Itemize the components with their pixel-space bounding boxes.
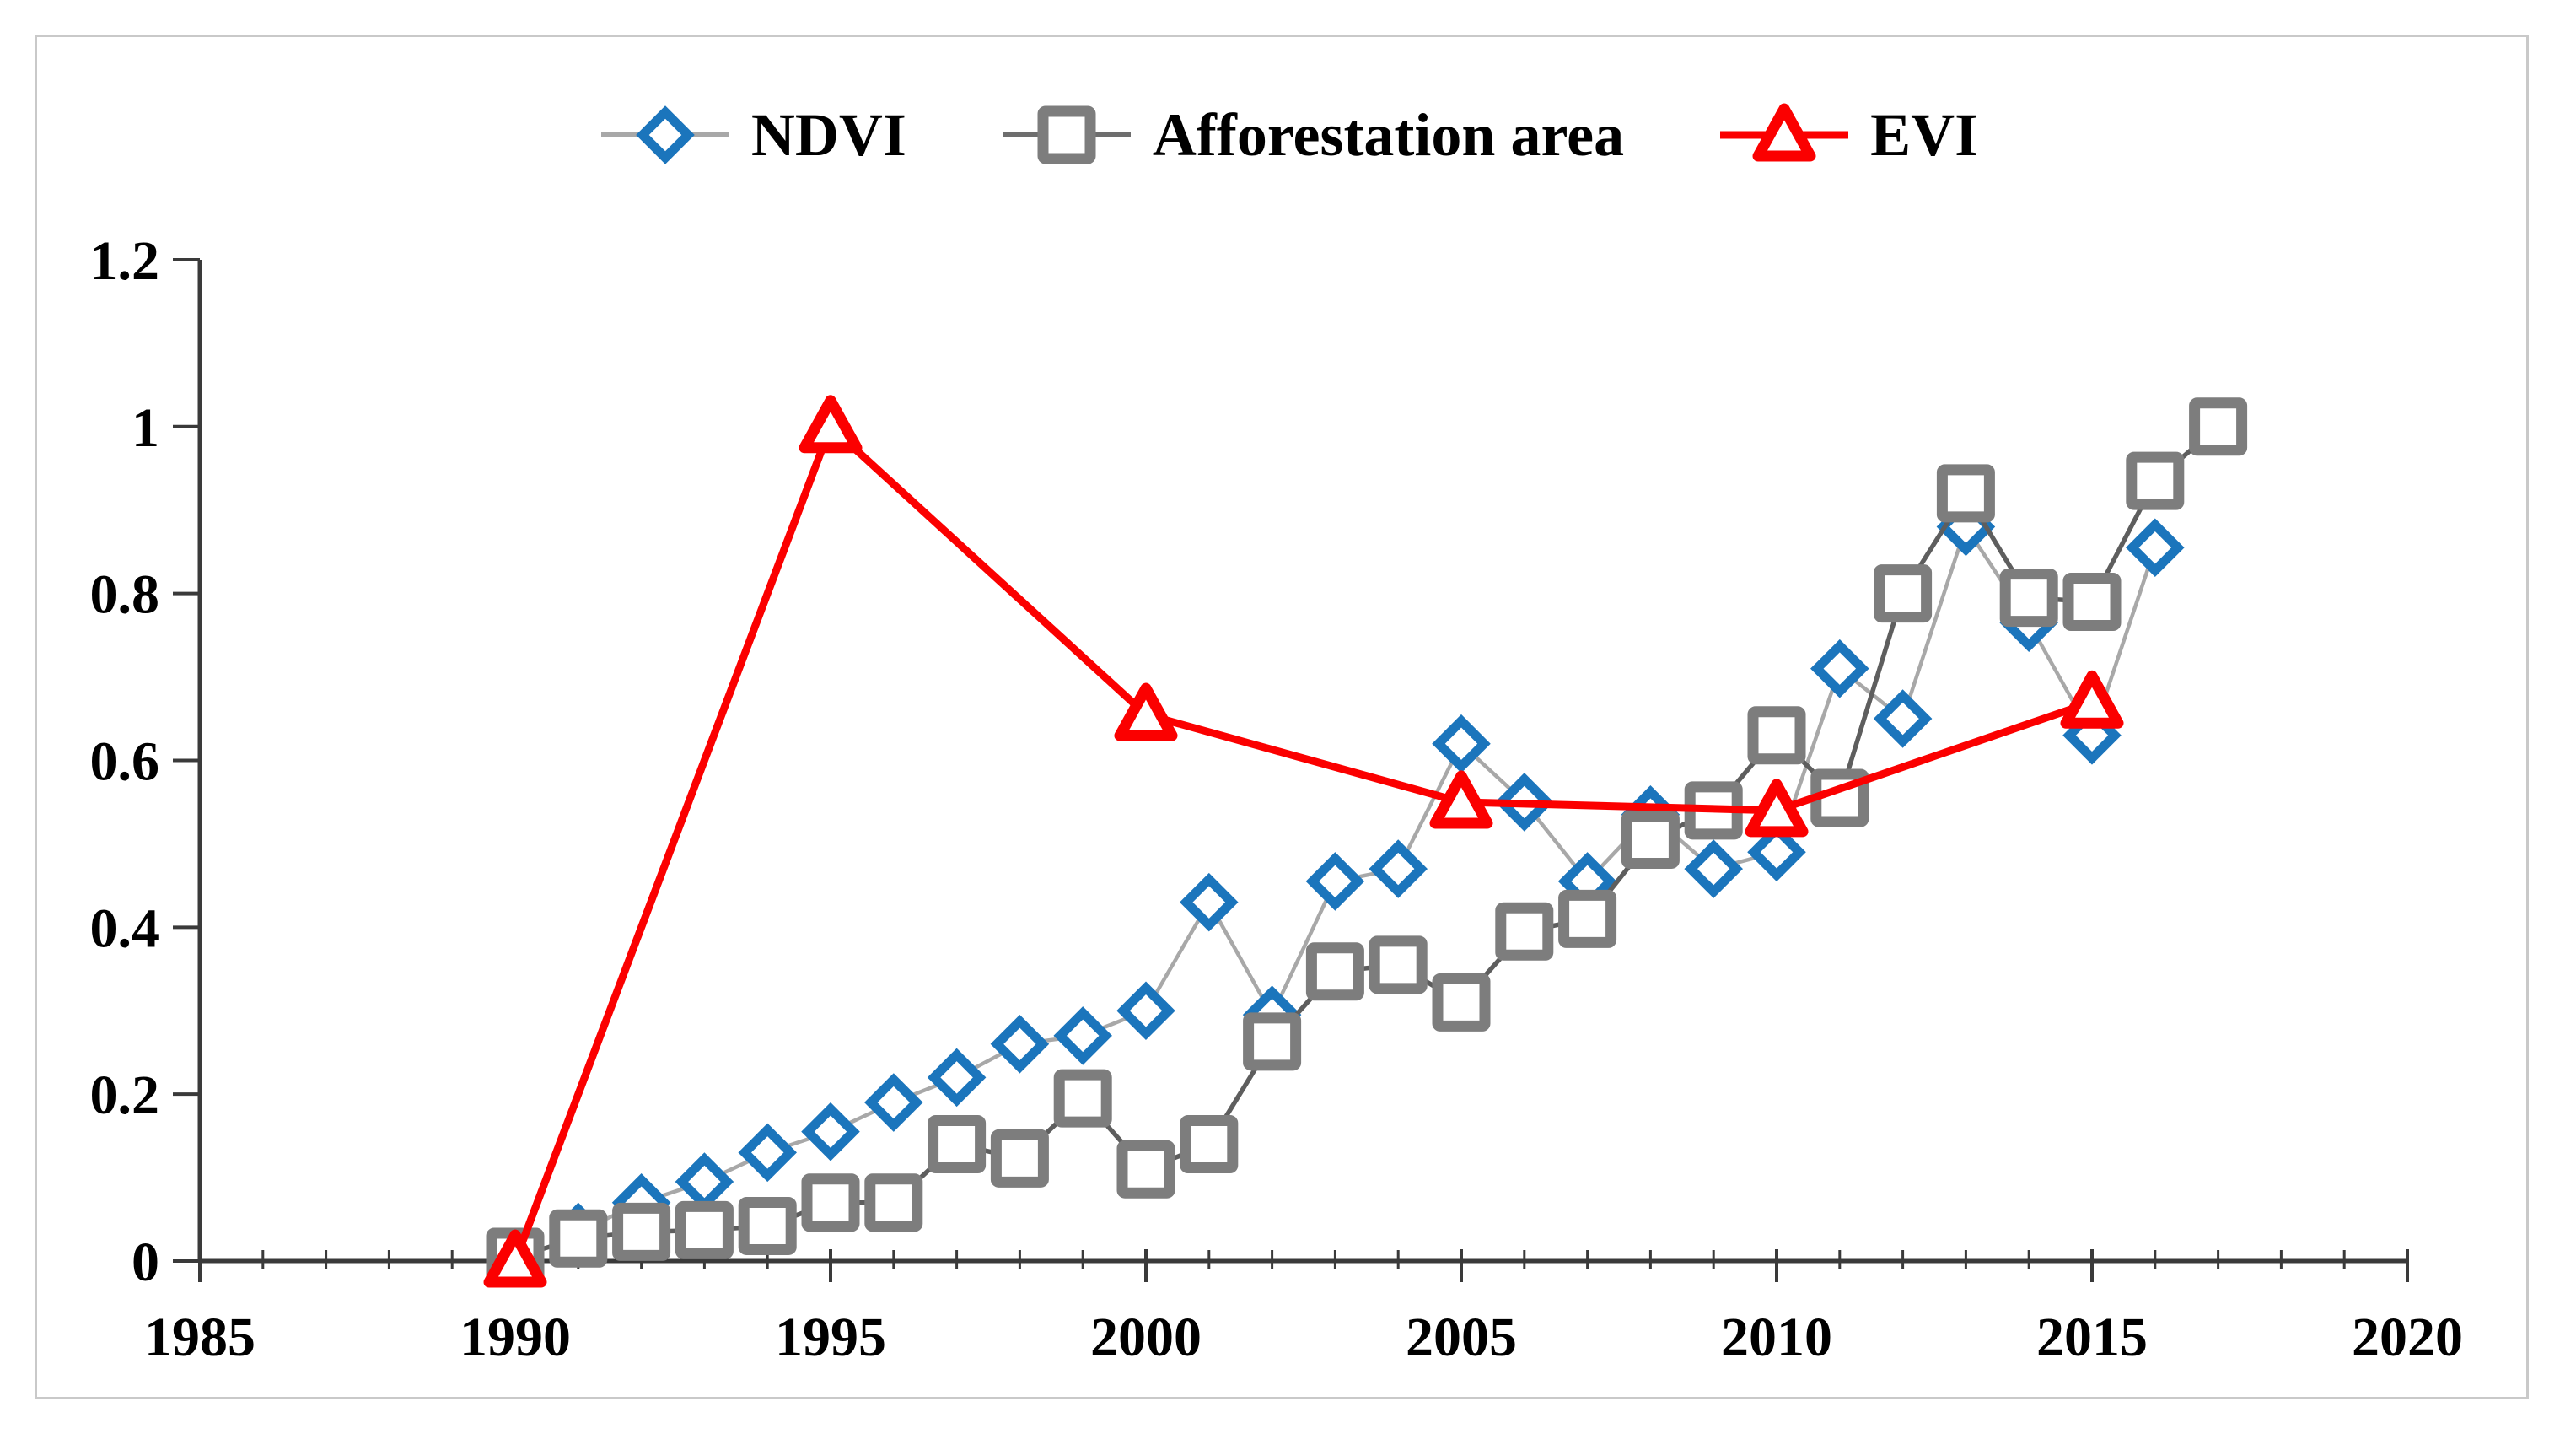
ndvi-marker xyxy=(1305,852,1365,911)
x-axis-tick-label: 1985 xyxy=(144,1307,255,1368)
y-axis-tick-label: 1 xyxy=(132,397,159,459)
afforestation-area-marker xyxy=(1621,810,1680,869)
ndvi-marker xyxy=(1116,981,1175,1041)
afforestation-area-marker xyxy=(1116,1140,1175,1199)
triangle-marker-icon xyxy=(1752,103,1816,162)
legend-item-ndvi: NDVI xyxy=(598,100,906,170)
afforestation-area-marker xyxy=(1180,1115,1239,1174)
x-axis-tick-label: 2010 xyxy=(1721,1307,1832,1368)
afforestation-square-icon xyxy=(1002,105,1131,164)
ndvi-marker xyxy=(675,1152,734,1211)
afforestation-area-marker xyxy=(1495,902,1554,961)
legend-label-ndvi: NDVI xyxy=(750,101,906,169)
x-axis-tick-label: 2020 xyxy=(2352,1307,2463,1368)
afforestation-area-marker xyxy=(1999,569,2058,628)
ndvi-marker xyxy=(864,1073,923,1132)
x-axis-tick-label: 1995 xyxy=(775,1307,886,1368)
afforestation-area-marker xyxy=(1243,1012,1302,1071)
afforestation-area-marker xyxy=(1874,564,1933,623)
afforestation-area-marker xyxy=(549,1209,608,1268)
ndvi-marker xyxy=(1810,639,1869,698)
ndvi-marker xyxy=(738,1123,797,1183)
evi-marker xyxy=(1429,770,1493,829)
evi-line xyxy=(511,423,2094,1263)
afforestation-area-line xyxy=(514,424,2220,1259)
evi-marker xyxy=(1114,682,1178,741)
afforestation-area-marker xyxy=(801,1173,860,1232)
y-axis-tick-label: 0.2 xyxy=(90,1064,160,1126)
afforestation-area-marker xyxy=(738,1196,797,1255)
ndvi-marker xyxy=(1684,839,1743,898)
ndvi-marker xyxy=(801,1102,860,1161)
legend-item-afforestation-area: Afforestation area xyxy=(999,100,1624,170)
evi-marker xyxy=(2060,670,2124,729)
afforestation-area-marker xyxy=(2126,451,2185,510)
y-axis-tick-label: 1.2 xyxy=(90,230,160,292)
evi-marker xyxy=(483,1229,547,1288)
afforestation-area-marker xyxy=(928,1115,987,1174)
ndvi-marker xyxy=(1053,1006,1112,1065)
y-axis-tick-label: 0.4 xyxy=(90,897,160,959)
x-axis-tick-label: 2005 xyxy=(1406,1307,1517,1368)
afforestation-area-marker xyxy=(1558,889,1617,948)
afforestation-area-marker xyxy=(675,1200,734,1259)
ndvi-marker xyxy=(1180,872,1239,932)
y-axis-tick-label: 0.6 xyxy=(90,730,160,792)
afforestation-area-marker xyxy=(864,1173,923,1232)
chart-legend: NDVI Afforestation area EVI xyxy=(0,100,2576,170)
legend-label-afforestation-area: Afforestation area xyxy=(1152,101,1625,169)
afforestation-area-marker xyxy=(1305,942,1364,1001)
afforestation-area-marker xyxy=(1369,935,1428,994)
evi-marker xyxy=(799,395,863,454)
ndvi-diamond-icon xyxy=(600,105,729,164)
ndvi-marker xyxy=(2126,518,2185,578)
afforestation-area-marker xyxy=(612,1202,671,1261)
afforestation-area-marker xyxy=(1936,464,1995,523)
ndvi-marker xyxy=(1747,822,1806,882)
x-axis-tick-label: 2015 xyxy=(2036,1307,2148,1368)
legend-label-evi: EVI xyxy=(1870,101,1979,169)
x-axis-tick-label: 1990 xyxy=(460,1307,571,1368)
ndvi-marker xyxy=(1369,839,1428,898)
afforestation-area-marker xyxy=(2062,573,2122,632)
y-axis-tick-label: 0 xyxy=(132,1232,159,1293)
square-marker-icon xyxy=(1037,105,1096,164)
afforestation-area-marker xyxy=(2189,397,2248,456)
ndvi-marker xyxy=(1873,689,1933,748)
x-axis-tick-label: 2000 xyxy=(1090,1307,1202,1368)
afforestation-area-marker xyxy=(1053,1069,1112,1128)
ndvi-marker xyxy=(927,1048,987,1108)
afforestation-area-marker xyxy=(1432,973,1491,1032)
ndvi-marker xyxy=(1432,714,1491,773)
evi-triangle-icon xyxy=(1720,103,1849,162)
afforestation-area-marker xyxy=(1747,706,1806,765)
afforestation-area-marker xyxy=(990,1129,1049,1188)
diamond-marker-icon xyxy=(636,105,695,164)
ndvi-marker xyxy=(990,1015,1050,1074)
y-axis-tick-label: 0.8 xyxy=(90,564,160,626)
evi-marker xyxy=(1745,779,1809,838)
legend-item-evi: EVI xyxy=(1717,100,1978,170)
